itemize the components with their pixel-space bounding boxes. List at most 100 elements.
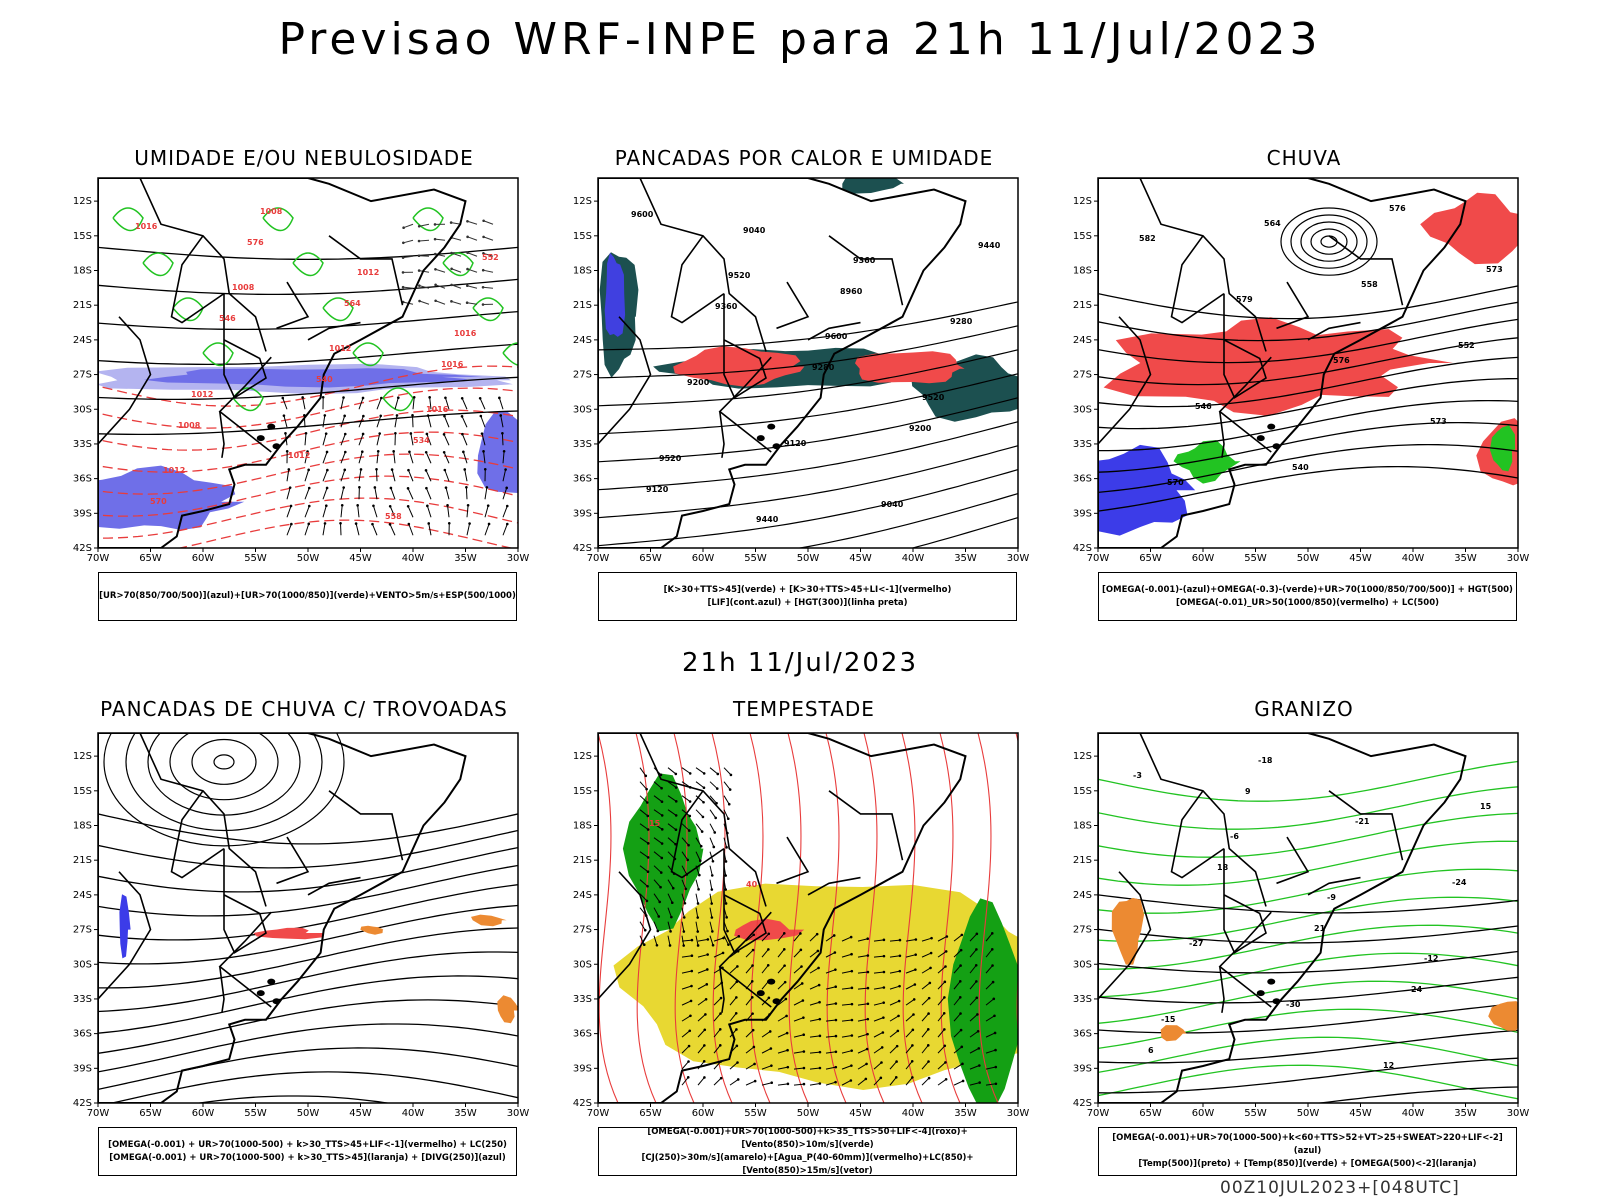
wind-vector-head (406, 487, 410, 490)
lat-tick-label: 12S (573, 196, 592, 207)
wind-vector-head (722, 936, 725, 940)
wind-vector-head (482, 235, 485, 239)
lon-tick-label: 50W (297, 553, 320, 564)
divergence-area (119, 894, 131, 959)
wind-vector-head (417, 269, 421, 272)
panel-title-granizo: GRANIZO (1254, 697, 1354, 721)
wind-vector-head (700, 830, 704, 833)
lon-tick-label: 45W (849, 1108, 872, 1119)
wind-vector-head (466, 267, 469, 271)
wind-vector (681, 939, 692, 942)
wind-vector-head (425, 432, 429, 436)
wind-vector (905, 1014, 914, 1022)
wind-vector-head (850, 1064, 853, 1067)
wind-vector (709, 823, 716, 833)
coastline (598, 178, 967, 548)
strong-wind-area (947, 898, 1018, 1103)
wind-vector (394, 397, 399, 410)
wind-vector-head (358, 485, 361, 489)
wind-vector (358, 451, 363, 464)
temp850-contour (1098, 924, 1518, 970)
lat-tick-label: 15S (573, 786, 592, 797)
border-line (670, 790, 725, 879)
wind-vector-head (958, 996, 962, 999)
wind-vector-head (959, 1028, 963, 1032)
lat-tick-label: 27S (1073, 925, 1092, 936)
lon-tick-label: 45W (349, 553, 372, 564)
border-line (1218, 356, 1272, 453)
wind-vector (695, 795, 704, 803)
low-humidity-contour (142, 252, 174, 277)
wind-vector-head (911, 1028, 915, 1032)
wind-vector-head (390, 468, 394, 471)
lat-tick-label: 39S (1073, 1063, 1092, 1074)
wind-vector-head (481, 268, 485, 272)
wind-vector-head (433, 237, 437, 241)
wind-vector-head (993, 1014, 996, 1018)
lat-tick-label: 15S (73, 231, 92, 242)
wind-vector (761, 1048, 772, 1054)
wind-vector-head (687, 829, 691, 832)
height-ring (1300, 221, 1358, 262)
wind-vector (969, 1014, 978, 1022)
lon-tick-label: 40W (1402, 1108, 1425, 1119)
contour-label: 12 (1383, 1061, 1394, 1070)
wind-vector (697, 1014, 706, 1022)
wind-vector-head (301, 396, 304, 399)
streamline (98, 975, 518, 1034)
wind-vector (667, 935, 671, 946)
wind-vector-head (943, 996, 946, 999)
wind-vector-head (461, 432, 464, 436)
lat-tick-label: 15S (573, 231, 592, 242)
wind-vector (695, 907, 699, 918)
wind-vector (466, 505, 469, 518)
wind-vector (467, 236, 478, 241)
wind-vector-head (388, 504, 392, 508)
streamline (863, 733, 885, 1103)
border-line (328, 235, 404, 306)
low-humidity-contour (472, 297, 504, 322)
wind-vector (667, 921, 672, 932)
lon-tick-label: 35W (954, 553, 977, 564)
wind-vector (709, 935, 714, 946)
wind-vector-head (687, 1060, 690, 1063)
wind-vector (462, 451, 468, 464)
wind-vector-head (401, 271, 405, 274)
height-contour (1098, 465, 1518, 512)
contour-label: 8960 (840, 287, 863, 296)
wind-vector (425, 452, 432, 464)
panel-title-trovoadas: PANCADAS DE CHUVA C/ TROVOADAS (100, 697, 508, 721)
wind-vector-head (702, 786, 706, 790)
lifted-index-area (604, 252, 626, 337)
border-line (1328, 235, 1404, 306)
wind-vector (695, 781, 705, 789)
contour-label: -6 (1230, 832, 1239, 841)
wind-vector (681, 1015, 691, 1022)
wind-vector-head (752, 933, 756, 937)
wind-vector (408, 469, 414, 482)
lat-tick-label: 24S (73, 335, 92, 346)
wind-vector (322, 487, 328, 500)
wind-vector (376, 433, 381, 446)
strong-instability-area (673, 346, 805, 387)
border-line (828, 235, 904, 306)
lon-tick-label: 50W (797, 1108, 820, 1119)
wind-vector (905, 1060, 913, 1070)
contour-label: -15 (1161, 1015, 1176, 1024)
humidity-upper-area (98, 465, 245, 530)
wind-vector-head (834, 1065, 838, 1069)
lat-tick-label: 21S (573, 855, 592, 866)
border-line (1170, 235, 1225, 324)
contour-label: 573 (1430, 417, 1447, 426)
wind-vector (419, 223, 430, 227)
wind-vector (825, 935, 835, 942)
wind-vector (889, 1061, 897, 1070)
contour-label: 579 (1236, 295, 1253, 304)
border-line (723, 848, 767, 954)
wind-vector-head (850, 969, 854, 973)
contour-label: 9600 (825, 332, 848, 341)
wind-vector-head (959, 964, 962, 967)
wind-vector (729, 1079, 739, 1086)
wind-vector (745, 1063, 755, 1070)
lat-tick-label: 27S (573, 370, 592, 381)
